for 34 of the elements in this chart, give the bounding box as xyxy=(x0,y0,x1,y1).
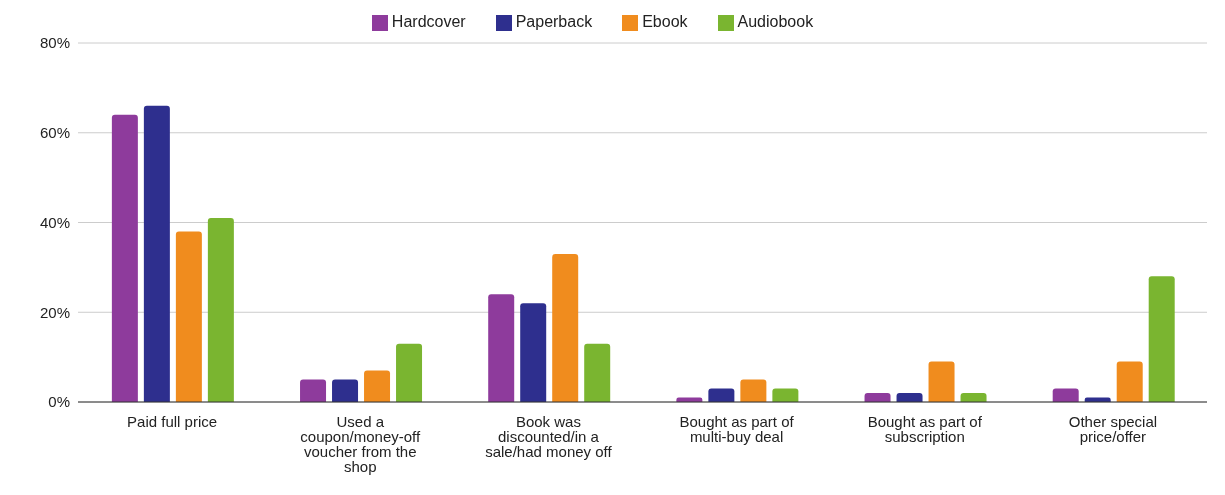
bar xyxy=(552,253,579,402)
legend-label: Ebook xyxy=(642,13,688,30)
bar xyxy=(708,388,735,402)
bar xyxy=(207,218,234,402)
x-tick-label: Used a coupon/money-off voucher from the shop xyxy=(300,412,421,475)
bar xyxy=(111,114,138,402)
bar xyxy=(520,303,547,402)
bar xyxy=(772,388,799,402)
x-tick-label: Other special price/offer xyxy=(1068,412,1158,445)
y-tick-label: 40% xyxy=(39,213,70,231)
bar xyxy=(332,379,359,402)
bar xyxy=(364,370,391,402)
bar xyxy=(928,361,955,402)
legend-label: Audiobook xyxy=(737,13,814,30)
x-tick-label: Bought as part of multi-buy deal xyxy=(679,412,795,445)
y-tick-label: 60% xyxy=(39,124,70,142)
bar xyxy=(396,343,423,402)
bar xyxy=(1148,276,1175,402)
bar xyxy=(488,294,515,402)
x-tick-label: Bought as part of subscription xyxy=(867,412,983,445)
bar xyxy=(1052,388,1079,402)
y-tick-label: 80% xyxy=(39,34,70,52)
bar xyxy=(300,379,327,402)
bar xyxy=(175,231,202,402)
y-tick-label: 0% xyxy=(48,393,70,411)
x-tick-label: Paid full price xyxy=(127,412,218,430)
bar xyxy=(740,379,767,402)
legend-label: Hardcover xyxy=(391,13,466,30)
bar xyxy=(584,343,611,402)
y-tick-label: 20% xyxy=(39,303,70,321)
legend-label: Paperback xyxy=(515,13,593,30)
x-tick-label: Book was discounted/in a sale/had money off xyxy=(485,412,613,460)
bar xyxy=(1116,361,1143,402)
bar xyxy=(143,105,170,402)
